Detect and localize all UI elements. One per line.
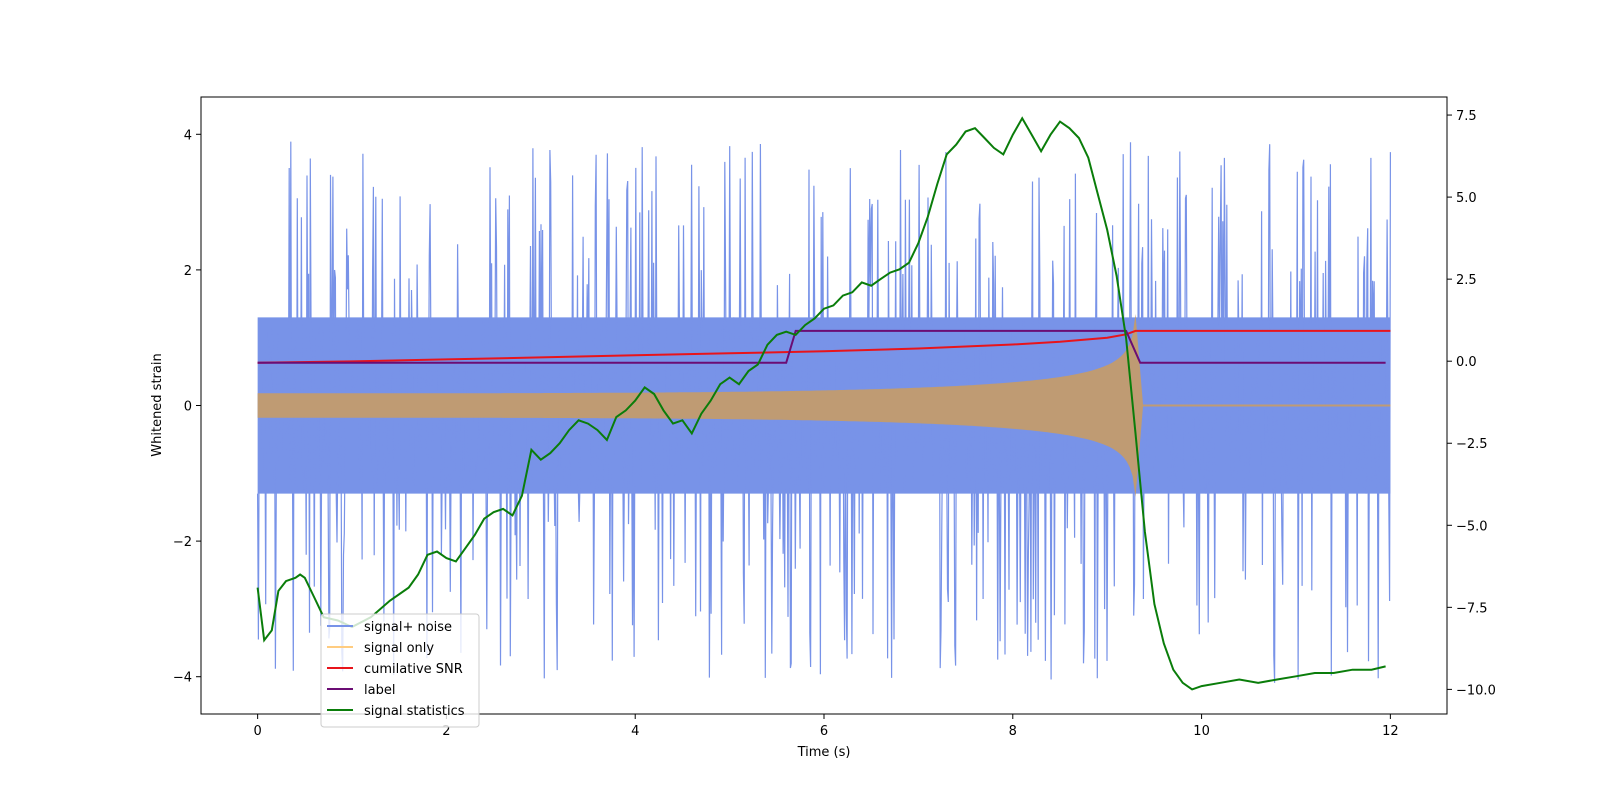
- y-tick-label-right: −10.0: [1456, 683, 1496, 698]
- x-tick-label: 6: [820, 724, 828, 739]
- y-axis-left: −4 −2 0 2 4: [173, 128, 201, 686]
- y-tick-label-left: −2: [173, 535, 192, 550]
- legend-label: signal statistics: [364, 704, 465, 719]
- x-axis: 0 2 4 6 8 10 12: [253, 714, 1399, 739]
- y-tick-label-right: 2.5: [1456, 273, 1477, 288]
- x-tick-label: 4: [631, 724, 639, 739]
- legend-label: cumilative SNR: [364, 662, 463, 677]
- x-tick-label: 12: [1382, 724, 1399, 739]
- x-axis-label: Time (s): [797, 745, 851, 760]
- legend-box: [320, 613, 480, 728]
- y-tick-label-right: −5.0: [1456, 519, 1488, 534]
- legend-label: signal+ noise: [364, 620, 452, 635]
- y-axis-right: −10.0 −7.5 −5.0 −2.5 0.0 2.5 5.0 7.5: [1447, 109, 1496, 698]
- series-label: [257, 329, 1386, 364]
- y-axis-label: Whitened strain: [150, 353, 165, 456]
- y-tick-label-left: 0: [184, 400, 192, 415]
- x-tick-label: 8: [1009, 724, 1017, 739]
- series-signal-only: [257, 314, 1391, 497]
- y-tick-label-right: −2.5: [1456, 437, 1488, 452]
- signal-only-envelope: [257, 314, 1144, 497]
- y-tick-label-right: 5.0: [1456, 191, 1477, 206]
- y-tick-label-left: 4: [184, 128, 192, 143]
- y-tick-label-left: −4: [173, 671, 192, 686]
- signal-noise-line: [257, 141, 1391, 683]
- x-tick-label: 10: [1193, 724, 1210, 739]
- y-tick-label-left: 2: [184, 264, 192, 279]
- x-tick-label: 0: [253, 724, 261, 739]
- legend-label: label: [364, 683, 395, 698]
- y-tick-label-right: 7.5: [1456, 109, 1477, 124]
- legend-label: signal only: [364, 641, 434, 656]
- series-signal-statistics: [256, 116, 1386, 691]
- x-tick-label: 2: [442, 724, 450, 739]
- series-cumilative-snr: [257, 329, 1391, 364]
- legend: signal+ noise signal only cumilative SNR la…: [320, 613, 480, 728]
- y-tick-label-right: 0.0: [1456, 355, 1477, 370]
- y-tick-label-right: −7.5: [1456, 601, 1488, 616]
- series-layer: [256, 116, 1391, 691]
